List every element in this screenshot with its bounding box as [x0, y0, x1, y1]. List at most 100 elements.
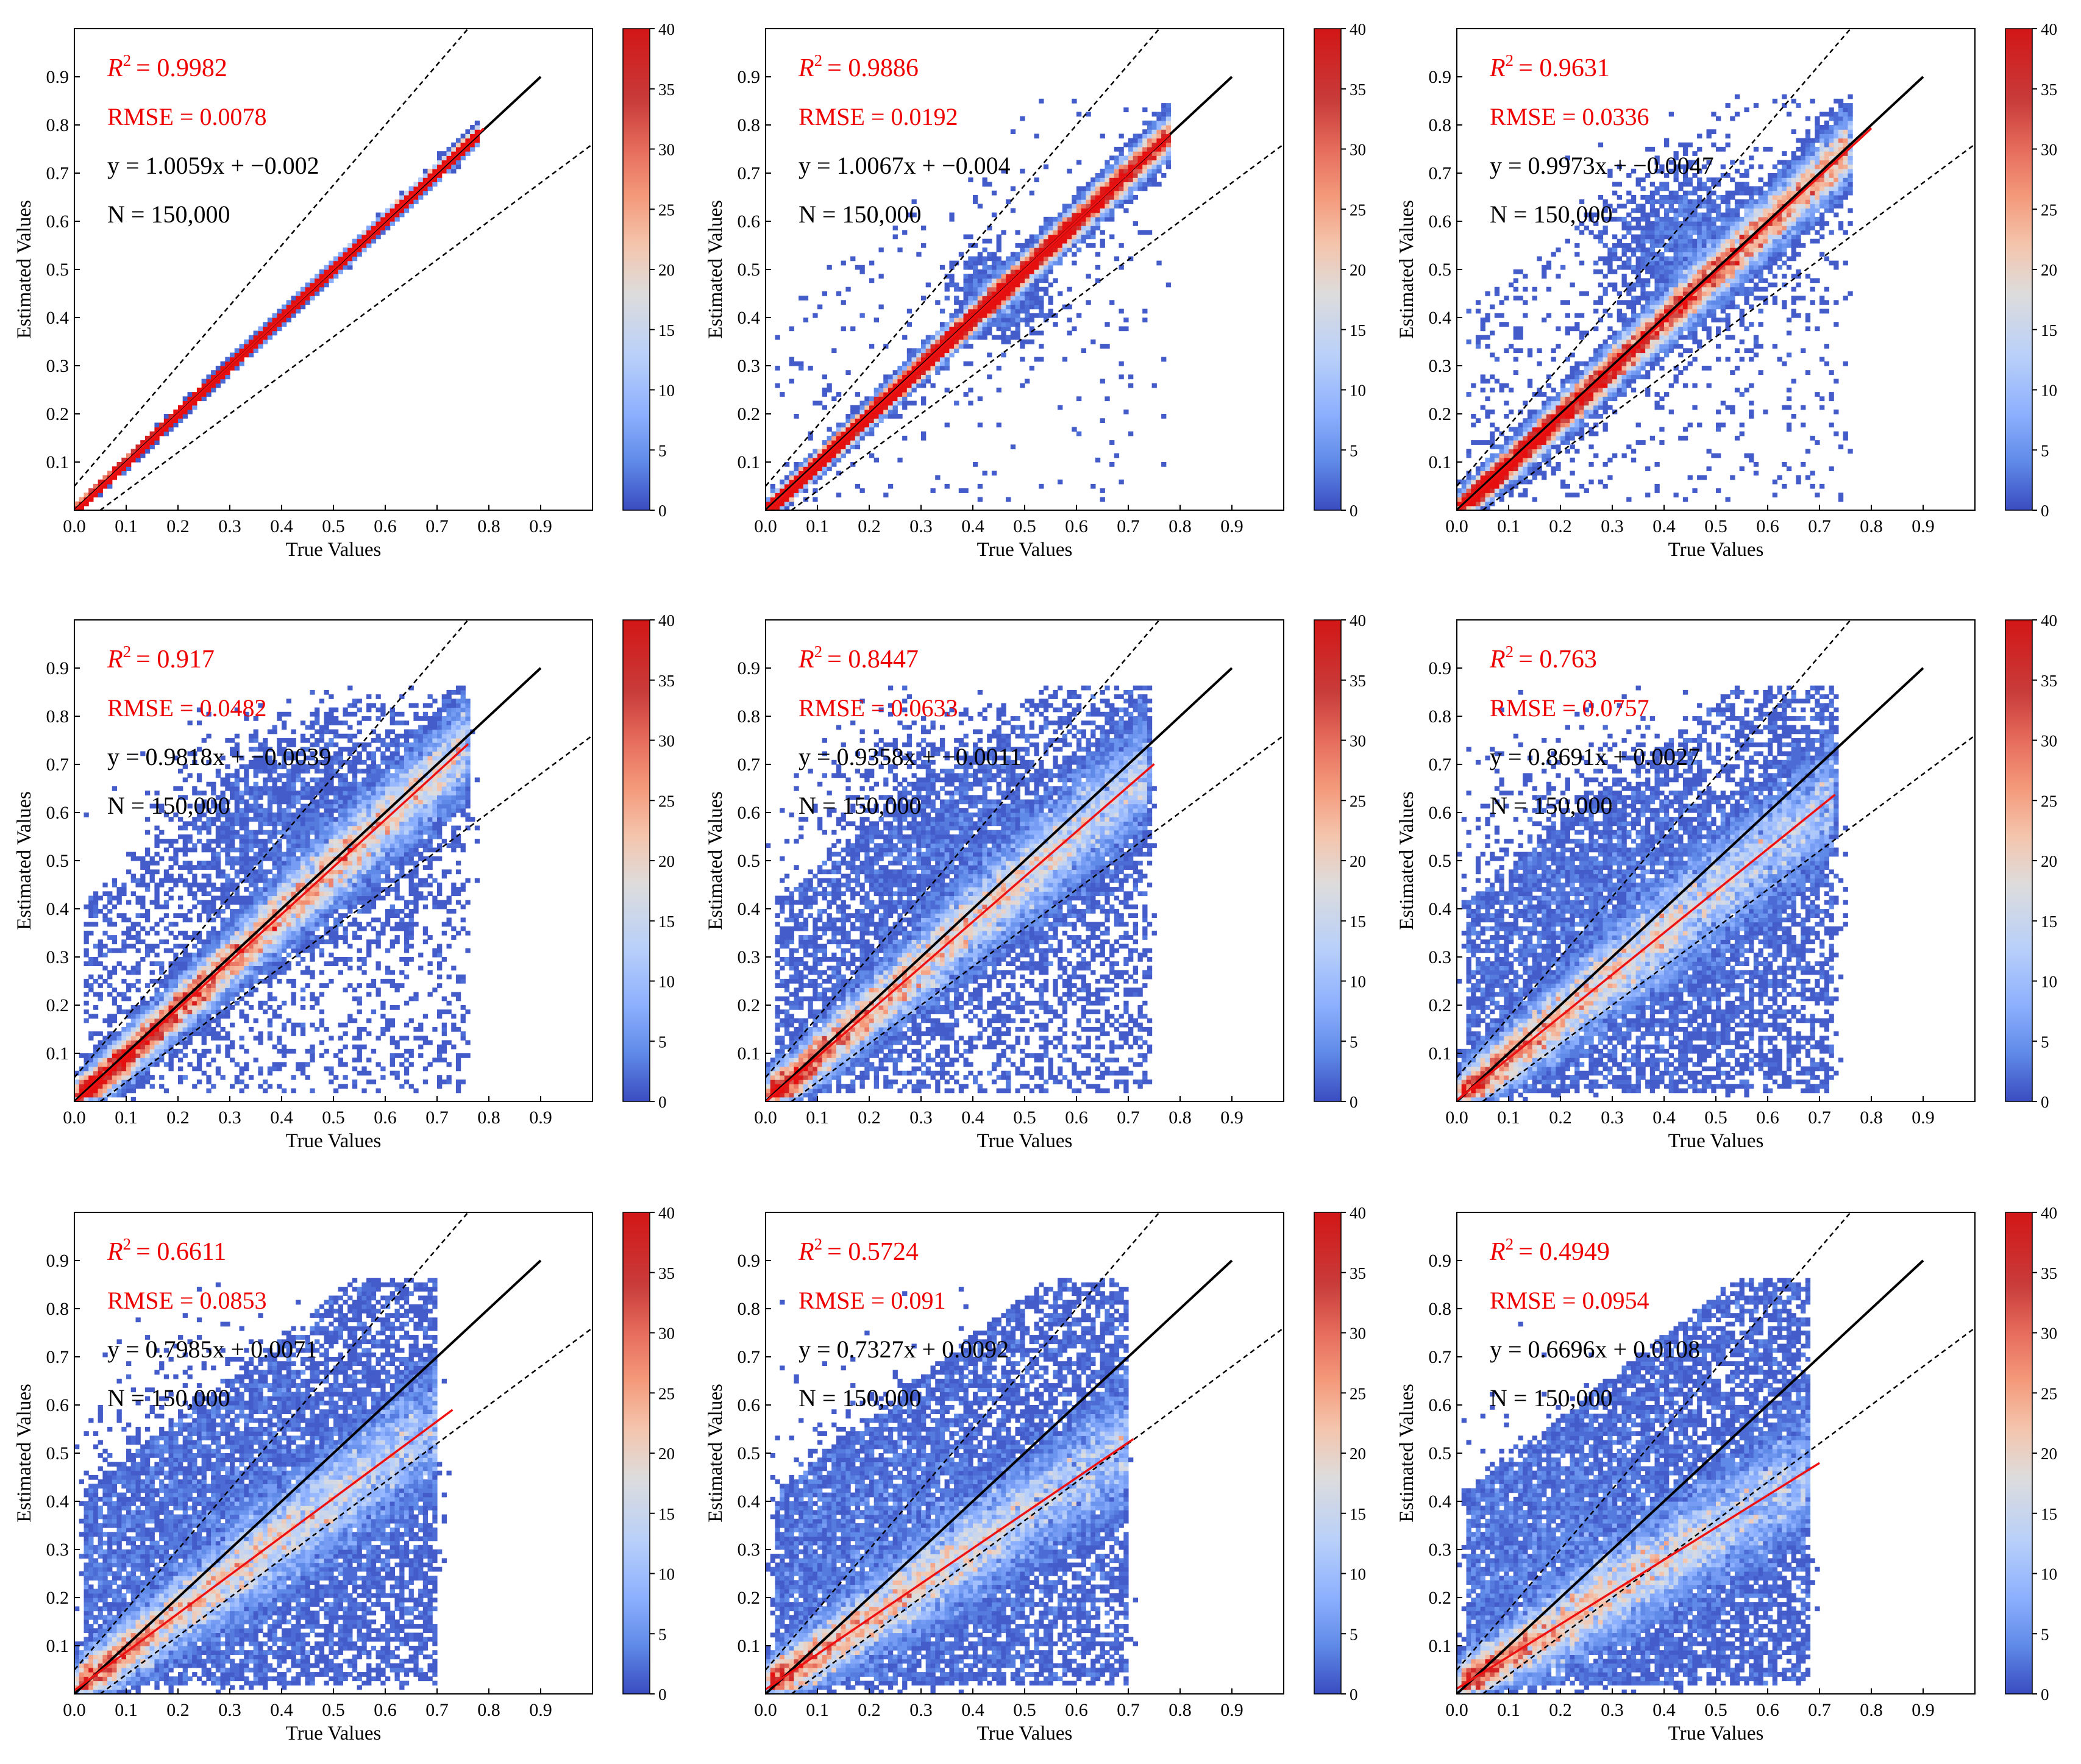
density-cell: [1673, 212, 1679, 218]
density-cell: [1734, 269, 1740, 274]
density-cell: [1025, 313, 1030, 318]
density-cell: [1649, 234, 1656, 240]
density-cell: [1034, 133, 1039, 139]
density-cell: [1791, 151, 1796, 156]
density-cell: [897, 414, 903, 419]
density-cell: [116, 1044, 122, 1050]
density-cell: [1829, 177, 1834, 182]
density-cell: [1565, 387, 1570, 393]
density-cell: [1147, 129, 1153, 134]
density-cell: [144, 435, 151, 441]
density-cell: [102, 1092, 108, 1098]
density-cell: [1725, 269, 1731, 274]
density-cell: [1593, 387, 1599, 393]
density-cell: [1744, 348, 1749, 354]
density-cell: [182, 1044, 188, 1050]
density-cell: [1640, 177, 1646, 182]
density-cell: [1593, 374, 1599, 380]
density-cell: [437, 164, 443, 169]
density-cell: [1048, 247, 1053, 252]
density-cell: [121, 1044, 127, 1050]
density-cell: [1796, 182, 1801, 187]
density-cell: [1678, 182, 1684, 187]
density-cell: [1730, 300, 1735, 305]
density-cell: [1607, 282, 1613, 288]
density-cell: [196, 396, 202, 402]
density-cell: [1673, 164, 1679, 169]
density-cell: [1532, 431, 1537, 436]
density-cell: [1617, 318, 1622, 322]
density-cell: [333, 260, 339, 266]
density-cell: [1730, 238, 1735, 244]
density-cell: [1692, 318, 1698, 322]
density-cell: [1537, 440, 1542, 445]
density-cell: [1763, 204, 1768, 209]
density-cell: [1701, 296, 1707, 301]
density-cell: [1076, 199, 1082, 204]
density-cell: [1123, 168, 1129, 174]
density-cell: [1820, 173, 1825, 178]
density-cell: [944, 286, 950, 292]
density-cell: [1466, 501, 1471, 507]
density-cell: [1753, 186, 1759, 191]
density-cell: [1635, 296, 1641, 301]
density-cell: [390, 1053, 395, 1058]
density-cell: [1156, 155, 1162, 161]
density-cell: [1720, 238, 1726, 244]
density-cell: [107, 1053, 113, 1058]
density-cell: [1640, 265, 1646, 270]
density-cell: [921, 374, 927, 380]
density-cell: [1612, 374, 1618, 380]
density-cell: [1485, 335, 1490, 340]
density-cell: [1584, 488, 1589, 493]
density-cell: [921, 226, 927, 230]
density-cell: [206, 392, 212, 397]
density-cell: [808, 471, 813, 476]
density-cell: [1692, 151, 1698, 156]
density-cell: [220, 361, 226, 366]
density-cell: [1058, 256, 1063, 261]
density-cell: [1805, 133, 1811, 139]
density-cell: [1588, 230, 1594, 235]
density-cell: [1838, 493, 1844, 498]
density-cell: [855, 405, 861, 410]
density-cell: [1782, 199, 1787, 204]
density-cell: [1560, 400, 1566, 406]
density-cell: [121, 1062, 127, 1067]
density-cell: [1513, 466, 1518, 471]
density-cell: [1801, 405, 1806, 410]
density-cell: [968, 313, 973, 318]
density-cell: [855, 414, 861, 419]
density-cell: [897, 392, 903, 397]
density-cell: [1786, 256, 1792, 261]
density-cell: [1829, 173, 1834, 178]
density-cell: [1716, 226, 1721, 230]
density-cell: [168, 1048, 174, 1054]
density-cell: [1815, 208, 1820, 213]
density-cell: [977, 335, 983, 340]
density-cell: [1834, 142, 1839, 148]
density-cell: [1673, 374, 1679, 380]
density-cell: [1848, 291, 1853, 296]
density-cell: [930, 357, 936, 362]
density-cell: [1810, 164, 1815, 169]
density-cell: [144, 1044, 151, 1050]
density-cell: [1706, 238, 1712, 244]
density-cell: [977, 269, 983, 274]
density-cell: [1058, 212, 1063, 218]
density-cell: [1499, 493, 1504, 498]
density-cell: [1829, 168, 1834, 174]
density-cell: [1114, 194, 1120, 200]
density-cell: [1551, 414, 1556, 419]
density-cell: [130, 1097, 136, 1101]
density-cell: [1654, 361, 1660, 366]
density-cell: [1725, 221, 1731, 226]
density-cell: [1062, 216, 1068, 222]
density-cell: [1635, 177, 1641, 182]
density-cell: [855, 435, 861, 441]
density-cell: [1848, 146, 1853, 152]
density-cell: [1556, 400, 1561, 406]
density-cell: [361, 1066, 367, 1072]
density-cell: [1617, 348, 1622, 354]
density-cell: [1556, 422, 1561, 428]
